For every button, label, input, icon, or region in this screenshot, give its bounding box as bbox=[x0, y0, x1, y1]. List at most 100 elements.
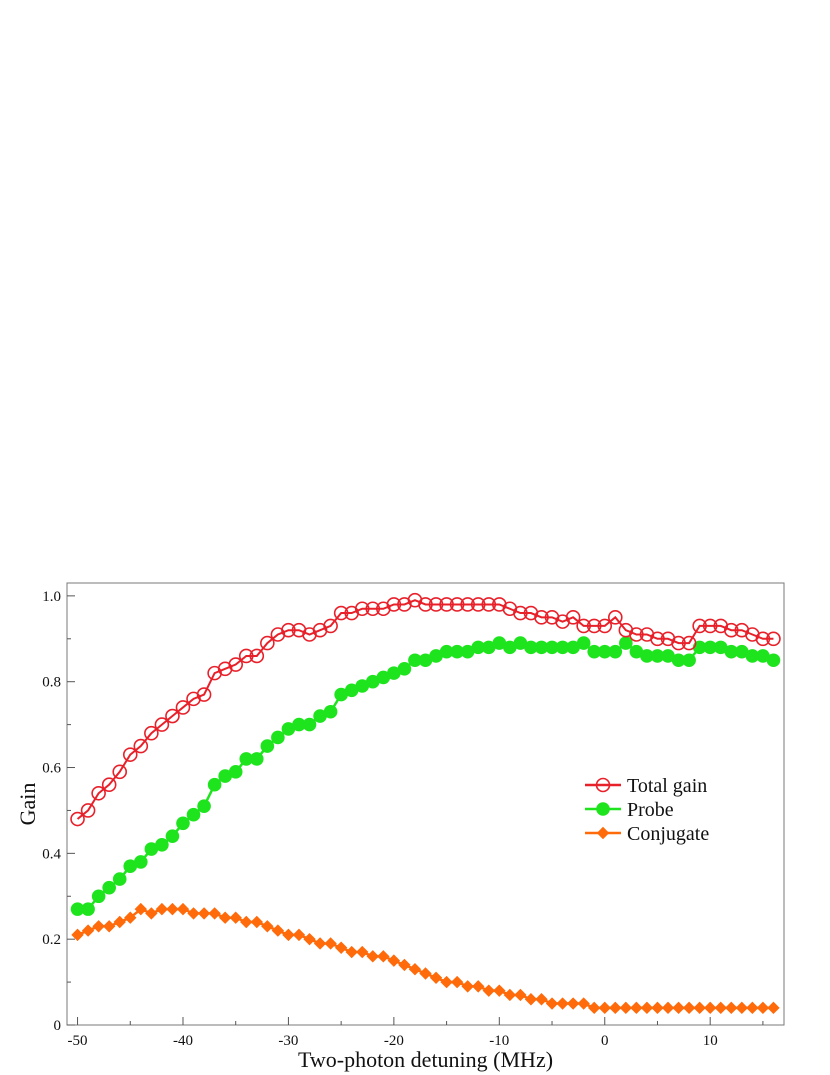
data-point bbox=[238, 648, 254, 664]
data-point bbox=[386, 597, 402, 612]
data-point bbox=[524, 993, 538, 1006]
data-point bbox=[450, 644, 464, 659]
data-point bbox=[513, 636, 528, 650]
data-point bbox=[651, 1001, 664, 1015]
data-point bbox=[387, 666, 401, 680]
data-point bbox=[249, 648, 265, 664]
series-line bbox=[76, 599, 774, 820]
data-point bbox=[450, 975, 464, 989]
data-point bbox=[439, 644, 454, 659]
x-tick-label: -40 bbox=[173, 1033, 193, 1049]
data-point bbox=[514, 988, 527, 1002]
data-point bbox=[249, 752, 264, 766]
data-point bbox=[134, 902, 148, 916]
data-point bbox=[70, 811, 85, 827]
data-point bbox=[597, 618, 613, 634]
plot-border bbox=[66, 582, 785, 1026]
data-point bbox=[576, 618, 591, 634]
data-point bbox=[766, 653, 781, 668]
data-point bbox=[186, 807, 201, 822]
data-point bbox=[155, 837, 169, 852]
data-point bbox=[481, 640, 496, 655]
data-point bbox=[735, 1001, 749, 1015]
data-point bbox=[735, 644, 749, 659]
data-point bbox=[597, 644, 612, 659]
data-point bbox=[702, 618, 718, 634]
data-point bbox=[429, 971, 443, 984]
data-point bbox=[650, 631, 665, 647]
data-point bbox=[472, 980, 485, 993]
data-point bbox=[460, 597, 475, 612]
legend-item: Probe bbox=[585, 799, 674, 821]
data-point bbox=[577, 997, 590, 1010]
data-point bbox=[650, 649, 665, 663]
data-point bbox=[419, 967, 432, 980]
data-point bbox=[524, 640, 538, 655]
data-point bbox=[481, 597, 497, 612]
y-tick-label: 0.8 bbox=[42, 675, 61, 691]
data-point bbox=[398, 958, 411, 972]
legend-marker bbox=[596, 826, 610, 840]
y-tick-label: 0.4 bbox=[42, 846, 61, 862]
data-point bbox=[545, 997, 559, 1010]
data-point bbox=[91, 889, 106, 904]
legend-item: Total gain bbox=[585, 775, 707, 797]
data-point bbox=[492, 636, 507, 650]
data-point bbox=[460, 644, 475, 659]
data-point bbox=[630, 1001, 643, 1015]
data-point bbox=[175, 700, 191, 715]
data-point bbox=[354, 601, 370, 617]
data-point bbox=[534, 640, 549, 655]
data-point bbox=[534, 610, 549, 625]
data-point bbox=[377, 950, 390, 963]
data-point bbox=[672, 1001, 685, 1015]
data-point bbox=[703, 1001, 717, 1015]
data-point bbox=[334, 941, 348, 954]
data-point bbox=[271, 730, 285, 745]
data-point bbox=[767, 1001, 780, 1015]
data-point bbox=[629, 644, 644, 659]
data-point bbox=[545, 640, 559, 655]
x-axis: -50 -40 -30 -20 -10 0 10 bbox=[68, 1017, 764, 1049]
data-point bbox=[766, 631, 781, 647]
data-point bbox=[123, 859, 138, 874]
data-point bbox=[112, 872, 127, 886]
data-point bbox=[80, 803, 96, 818]
data-point bbox=[81, 924, 95, 937]
data-point bbox=[755, 631, 771, 647]
data-point bbox=[355, 679, 370, 693]
data-point bbox=[91, 785, 106, 801]
data-point bbox=[144, 842, 159, 856]
data-point bbox=[218, 769, 232, 783]
data-point bbox=[292, 717, 306, 732]
data-point bbox=[513, 605, 528, 621]
data-point bbox=[640, 649, 654, 663]
series-2 bbox=[71, 902, 780, 1015]
data-point bbox=[70, 902, 85, 916]
data-point bbox=[429, 649, 443, 663]
data-point bbox=[165, 708, 180, 724]
legend-label: Total gain bbox=[627, 775, 707, 797]
data-point bbox=[365, 674, 380, 689]
data-point bbox=[218, 911, 232, 924]
legend-label: Probe bbox=[627, 799, 674, 821]
data-point bbox=[366, 950, 379, 963]
data-point bbox=[418, 653, 433, 668]
data-point bbox=[281, 722, 296, 736]
data-point bbox=[703, 640, 717, 655]
data-point bbox=[176, 902, 190, 916]
data-point bbox=[746, 1001, 759, 1015]
series-line bbox=[77, 907, 774, 1010]
data-point bbox=[598, 1001, 611, 1015]
data-point bbox=[345, 945, 358, 959]
series-layer bbox=[70, 592, 781, 1015]
data-point bbox=[428, 597, 444, 612]
data-point bbox=[587, 644, 602, 659]
data-point bbox=[397, 662, 412, 676]
data-point bbox=[196, 687, 212, 702]
data-point bbox=[681, 635, 697, 651]
data-point bbox=[102, 880, 116, 895]
data-point bbox=[113, 915, 126, 929]
data-point bbox=[333, 605, 349, 621]
data-point bbox=[745, 649, 760, 663]
